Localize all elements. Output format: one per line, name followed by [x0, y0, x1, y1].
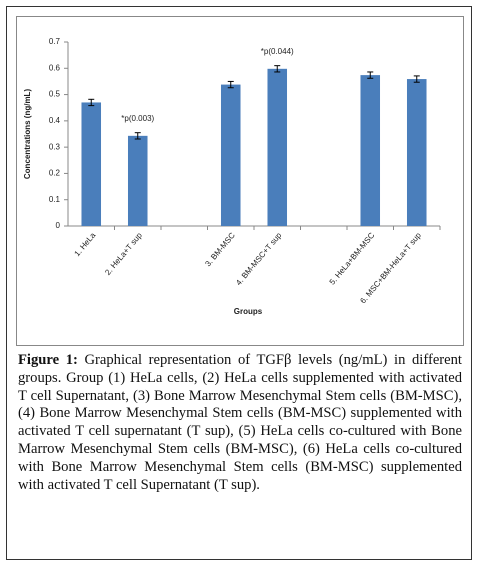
y-tick-label: 0.1 — [49, 195, 61, 204]
x-tick-label: 2. HeLa+T sup — [103, 230, 144, 276]
annotation: *p(0.044) — [261, 47, 294, 56]
caption-text: Graphical representation of TGFβ levels … — [18, 352, 462, 493]
caption-label: Figure 1: — [18, 352, 78, 368]
caption: Figure 1: Graphical representation of TG… — [18, 352, 462, 494]
y-tick-label: 0.4 — [49, 116, 61, 125]
bar — [267, 68, 288, 226]
y-tick-label: 0.6 — [49, 63, 61, 72]
bar — [220, 84, 241, 226]
y-tick-label: 0 — [56, 221, 61, 230]
chart: Concentrations (ng/mL) Groups 0 0.1 0.2 0.3… — [16, 16, 464, 346]
y-tick-label: 0.5 — [49, 90, 61, 99]
annotation: *p(0.003) — [121, 114, 154, 123]
bar — [406, 79, 427, 226]
x-tick-label: 1. HeLa — [72, 230, 97, 258]
chart-border — [16, 16, 464, 346]
x-tick-label: 3. BM-MSC — [203, 231, 237, 269]
bar — [127, 135, 148, 226]
y-axis-label: Concentrations (ng/mL) — [23, 89, 32, 180]
y-tick-label: 0.3 — [49, 142, 61, 151]
y-tick-label: 0.7 — [49, 37, 61, 46]
x-tick-label: 4. BM-MSC+T sup — [234, 230, 284, 287]
figure-frame — [6, 6, 472, 560]
bar — [360, 75, 381, 226]
y-tick-label: 0.2 — [49, 169, 61, 178]
x-axis-label: Groups — [234, 307, 263, 316]
x-tick-label: 5. HeLa+BM-MSC — [328, 231, 377, 287]
bar — [81, 102, 102, 226]
